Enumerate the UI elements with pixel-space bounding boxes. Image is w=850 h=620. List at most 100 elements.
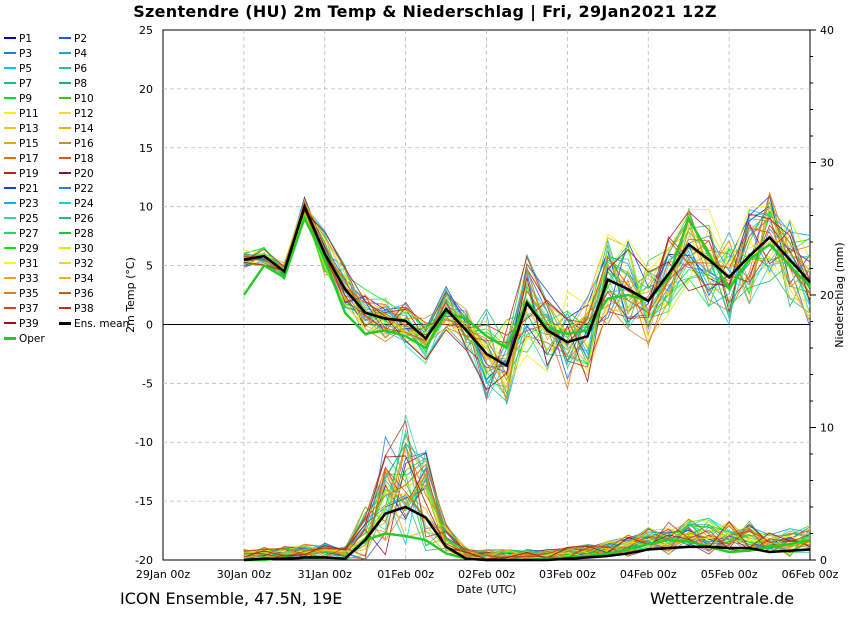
legend-item: P5 xyxy=(4,62,32,76)
member-temp-line xyxy=(243,204,811,385)
legend-swatch xyxy=(4,52,16,54)
legend-swatch xyxy=(4,217,16,219)
legend-swatch xyxy=(59,232,71,234)
member-temp-line xyxy=(243,198,811,403)
legend-swatch xyxy=(59,262,71,264)
legend-label: P27 xyxy=(19,228,39,240)
legend-swatch xyxy=(4,142,16,144)
legend-swatch xyxy=(59,67,71,69)
legend-item: P14 xyxy=(59,122,94,136)
legend-swatch xyxy=(4,292,16,294)
legend-item: P21 xyxy=(4,182,39,196)
x-tick-label: 06Feb 00z xyxy=(782,568,839,581)
y-tick-label: -20 xyxy=(135,554,153,567)
legend-label: P11 xyxy=(19,108,39,120)
legend-label: P7 xyxy=(19,78,33,90)
y2-axis-label: Niederschlag (mm) xyxy=(833,242,846,347)
member-precip-line xyxy=(243,454,811,558)
legend-item: P28 xyxy=(59,227,94,241)
x-tick-label: 29Jan 00z xyxy=(136,568,190,581)
legend-item: P32 xyxy=(59,257,94,271)
legend-label: P2 xyxy=(74,33,88,45)
legend-swatch xyxy=(4,187,16,189)
legend-label: P1 xyxy=(19,33,33,45)
legend-label: P14 xyxy=(74,123,94,135)
legend-item: P16 xyxy=(59,137,94,151)
legend-item: P15 xyxy=(4,137,39,151)
legend-item: P33 xyxy=(4,272,39,286)
legend-item: P9 xyxy=(4,92,32,106)
legend-label: P29 xyxy=(19,243,39,255)
member-precip-line xyxy=(243,419,811,560)
legend-label: P12 xyxy=(74,108,94,120)
legend-label: P28 xyxy=(74,228,94,240)
legend-swatch xyxy=(59,292,71,294)
legend-item: Oper xyxy=(4,332,45,346)
legend-swatch xyxy=(59,172,71,174)
legend-label: P6 xyxy=(74,63,88,75)
legend-item: P17 xyxy=(4,152,39,166)
y2-tick-label: 0 xyxy=(820,554,827,567)
legend-item: P22 xyxy=(59,182,94,196)
legend-item: P7 xyxy=(4,77,32,91)
legend-swatch xyxy=(59,52,71,54)
legend-label: P10 xyxy=(74,93,94,105)
legend-label: P3 xyxy=(19,48,33,60)
legend-label: P15 xyxy=(19,138,39,150)
member-precip-line xyxy=(243,481,811,558)
legend-swatch xyxy=(59,157,71,159)
legend-swatch xyxy=(59,142,71,144)
chart-title: Szentendre (HU) 2m Temp & Niederschlag |… xyxy=(133,2,717,21)
legend-item: P25 xyxy=(4,212,39,226)
legend-item: P2 xyxy=(59,32,87,46)
legend-label: P5 xyxy=(19,63,33,75)
x-tick-label: 03Feb 00z xyxy=(539,568,596,581)
legend-label: P25 xyxy=(19,213,39,225)
mean-precip-line xyxy=(243,505,811,562)
member-temp-line xyxy=(243,208,811,377)
legend-label: P26 xyxy=(74,213,94,225)
legend-item: P8 xyxy=(59,77,87,91)
legend-swatch xyxy=(59,37,71,39)
y-tick-label: 15 xyxy=(139,142,153,155)
legend-label: Ens. mean xyxy=(74,318,130,330)
legend-item: P31 xyxy=(4,257,39,271)
legend-swatch xyxy=(4,82,16,84)
legend-swatch xyxy=(4,277,16,279)
legend-swatch xyxy=(59,277,71,279)
legend-item: P29 xyxy=(4,242,39,256)
member-temp-line xyxy=(243,210,811,391)
member-temp-line xyxy=(243,206,811,336)
y-tick-label: 10 xyxy=(139,201,153,214)
mean-temp-line xyxy=(243,202,811,368)
member-precip-line xyxy=(243,467,811,560)
member-precip-line xyxy=(243,443,811,560)
legend-item: Ens. mean xyxy=(59,317,129,331)
legend-item: P18 xyxy=(59,152,94,166)
legend-item: P19 xyxy=(4,167,39,181)
legend-swatch xyxy=(59,217,71,219)
x-tick-label: 01Feb 00z xyxy=(377,568,434,581)
x-tick-label: 30Jan 00z xyxy=(217,568,271,581)
legend-swatch xyxy=(4,97,16,99)
y-axis-label: 2m Temp (°C) xyxy=(124,257,137,333)
y-tick-label: 25 xyxy=(139,24,153,37)
x-tick-label: 02Feb 00z xyxy=(458,568,515,581)
legend-swatch xyxy=(59,187,71,189)
x-axis-label: Date (UTC) xyxy=(456,583,516,596)
legend-item: P35 xyxy=(4,287,39,301)
y2-tick-label: 10 xyxy=(820,422,834,435)
y-tick-label: -5 xyxy=(142,377,153,390)
legend-swatch xyxy=(59,202,71,204)
y-tick-label: 5 xyxy=(146,260,153,273)
legend-swatch xyxy=(4,262,16,264)
legend-item: P1 xyxy=(4,32,32,46)
legend-label: P36 xyxy=(74,288,94,300)
model-label: ICON Ensemble, 47.5N, 19E xyxy=(120,589,343,608)
legend-label: Oper xyxy=(19,333,45,345)
legend-item: P13 xyxy=(4,122,39,136)
legend-swatch xyxy=(4,37,16,39)
legend-swatch xyxy=(59,97,71,99)
legend-label: P17 xyxy=(19,153,39,165)
legend-swatch xyxy=(59,247,71,249)
